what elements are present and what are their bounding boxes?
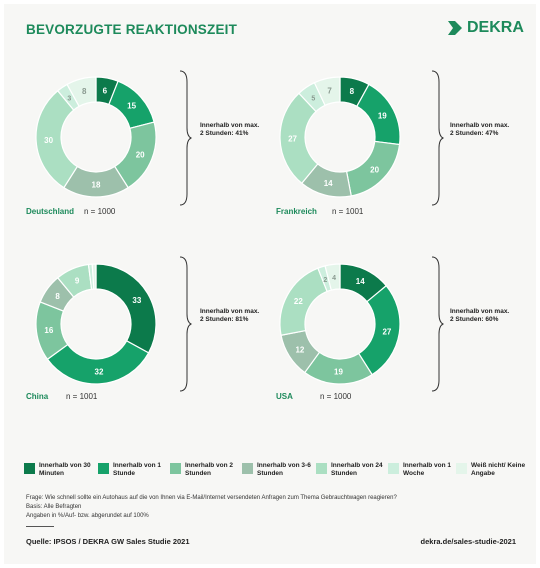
- slice-label: 14: [324, 179, 333, 188]
- legend-item: Innerhalb von 24 Stunden: [316, 462, 389, 478]
- legend-label: Weiß nicht/ Keine Angabe: [471, 462, 526, 477]
- slice-label: 33: [132, 296, 141, 305]
- brace-icon: [179, 70, 192, 206]
- slice-label: 30: [44, 136, 53, 145]
- country-label: China: [26, 392, 49, 401]
- dekra-logo-text: DEKRA: [467, 19, 524, 36]
- country-label: USA: [276, 392, 293, 401]
- brace-icon: [431, 256, 444, 392]
- slice-label: 27: [288, 134, 297, 143]
- slice-label: 8: [350, 87, 355, 96]
- slice-label: 22: [294, 297, 303, 306]
- slice-label: 27: [382, 327, 391, 336]
- slice-label: 20: [136, 150, 145, 159]
- dekra-logo: DEKRA: [447, 19, 524, 37]
- brace-icon: [179, 256, 192, 392]
- legend-item: Weiß nicht/ Keine Angabe: [456, 462, 529, 478]
- slice-label: 19: [378, 111, 387, 120]
- slice-label: 14: [356, 277, 365, 286]
- legend-swatch: [456, 463, 467, 474]
- bracket-label: Innerhalb von max. 2 Stunden: 41%: [200, 122, 260, 137]
- slice-label: 8: [82, 87, 87, 96]
- donut-slice: [95, 263, 157, 354]
- donut-chart-china: 33 32 16 8 9: [35, 263, 157, 385]
- bracket-label: Innerhalb von max. 2 Stunden: 81%: [200, 308, 260, 323]
- dekra-logo-icon: [448, 21, 462, 35]
- legend-swatch: [98, 463, 109, 474]
- slice-label: 19: [334, 367, 343, 376]
- slice-label: 6: [103, 86, 108, 95]
- legend-label: Innerhalb von 3-6 Stunden: [257, 462, 311, 477]
- sample-size: n = 1000: [84, 207, 116, 216]
- donut-chart-deutschland: 6 15 20 18 30 3 8: [35, 76, 157, 198]
- legend-item: Innerhalb von 3-6 Stunden: [242, 462, 315, 478]
- donut-slice: [324, 263, 341, 291]
- sample-size: n = 1001: [66, 392, 98, 401]
- bracket-label: Innerhalb von max. 2 Stunden: 60%: [450, 308, 510, 323]
- donut-slice: [279, 267, 328, 336]
- source-label: Quelle: IPSOS / DEKRA GW Sales Studie 20…: [26, 537, 190, 546]
- legend: Innerhalb von 30 Minuten Innerhalb von 1…: [24, 462, 525, 488]
- donut-slice: [91, 263, 97, 290]
- slice-label: 7: [327, 87, 332, 96]
- legend-swatch: [170, 463, 181, 474]
- note-basis: Basis: Alle Befragten: [26, 504, 82, 510]
- note-angaben: Angaben in %/Auf- bzw. abgerundet auf 10…: [26, 513, 149, 519]
- legend-swatch: [242, 463, 253, 474]
- slice-label: 5: [311, 96, 315, 103]
- legend-item: Innerhalb von 2 Stunden: [170, 462, 243, 478]
- slice-label: 4: [332, 275, 336, 282]
- legend-item: Innerhalb von 1 Stunde: [98, 462, 171, 478]
- divider: [26, 526, 54, 527]
- slice-label: 18: [92, 181, 101, 190]
- donut-slice: [66, 76, 97, 108]
- slice-label: 20: [370, 166, 379, 175]
- legend-swatch: [388, 463, 399, 474]
- legend-label: Innerhalb von 30 Minuten: [39, 462, 91, 477]
- legend-swatch: [316, 463, 327, 474]
- note-question: Frage: Wie schnell sollte ein Autohaus a…: [26, 495, 397, 501]
- slice-label: 8: [55, 292, 60, 301]
- slice-label: 9: [75, 276, 80, 285]
- donut-chart-frankreich: 8 19 20 14 27 5 7: [279, 76, 401, 198]
- legend-swatch: [24, 463, 35, 474]
- bracket-label: Innerhalb von max. 2 Stunden: 47%: [450, 122, 510, 137]
- chart-panel-china: 33 32 16 8 9 China n = 1001 Innerhalb von ma…: [0, 230, 270, 460]
- slice-label: 2: [323, 277, 327, 284]
- footnotes: Frage: Wie schnell sollte ein Autohaus a…: [26, 494, 516, 521]
- slice-label: 15: [127, 102, 136, 111]
- page-title: BEVORZUGTE REAKTIONSZEIT: [26, 22, 238, 37]
- chart-panel-frankreich: 8 19 20 14 27 5 7 Frankreich n = 1001 Innerhal…: [270, 0, 540, 230]
- legend-label: Innerhalb von 24 Stunden: [331, 462, 383, 477]
- sample-size: n = 1001: [332, 207, 364, 216]
- donut-slice: [313, 76, 341, 107]
- legend-label: Innerhalb von 1 Stunde: [113, 462, 162, 477]
- source-url: dekra.de/sales-studie-2021: [420, 537, 516, 546]
- slice-label: 3: [67, 96, 71, 103]
- legend-label: Innerhalb von 1 Woche: [403, 462, 452, 477]
- legend-label: Innerhalb von 2 Stunden: [185, 462, 234, 477]
- chart-panel-usa: 14 27 19 12 22 2 4 USA n = 1000 Innerhalb von …: [270, 230, 540, 460]
- chart-panel-deutschland: 6 15 20 18 30 3 8 Deutschland n = 1000 Innerha…: [0, 0, 270, 230]
- slice-label: 12: [295, 345, 304, 354]
- legend-item: Innerhalb von 1 Woche: [388, 462, 461, 478]
- slice-label: 16: [44, 326, 53, 335]
- country-label: Frankreich: [276, 207, 317, 216]
- country-label: Deutschland: [26, 207, 75, 216]
- brace-icon: [431, 70, 444, 206]
- legend-item: Innerhalb von 30 Minuten: [24, 462, 97, 478]
- slice-label: 32: [95, 367, 104, 376]
- sample-size: n = 1000: [320, 392, 352, 401]
